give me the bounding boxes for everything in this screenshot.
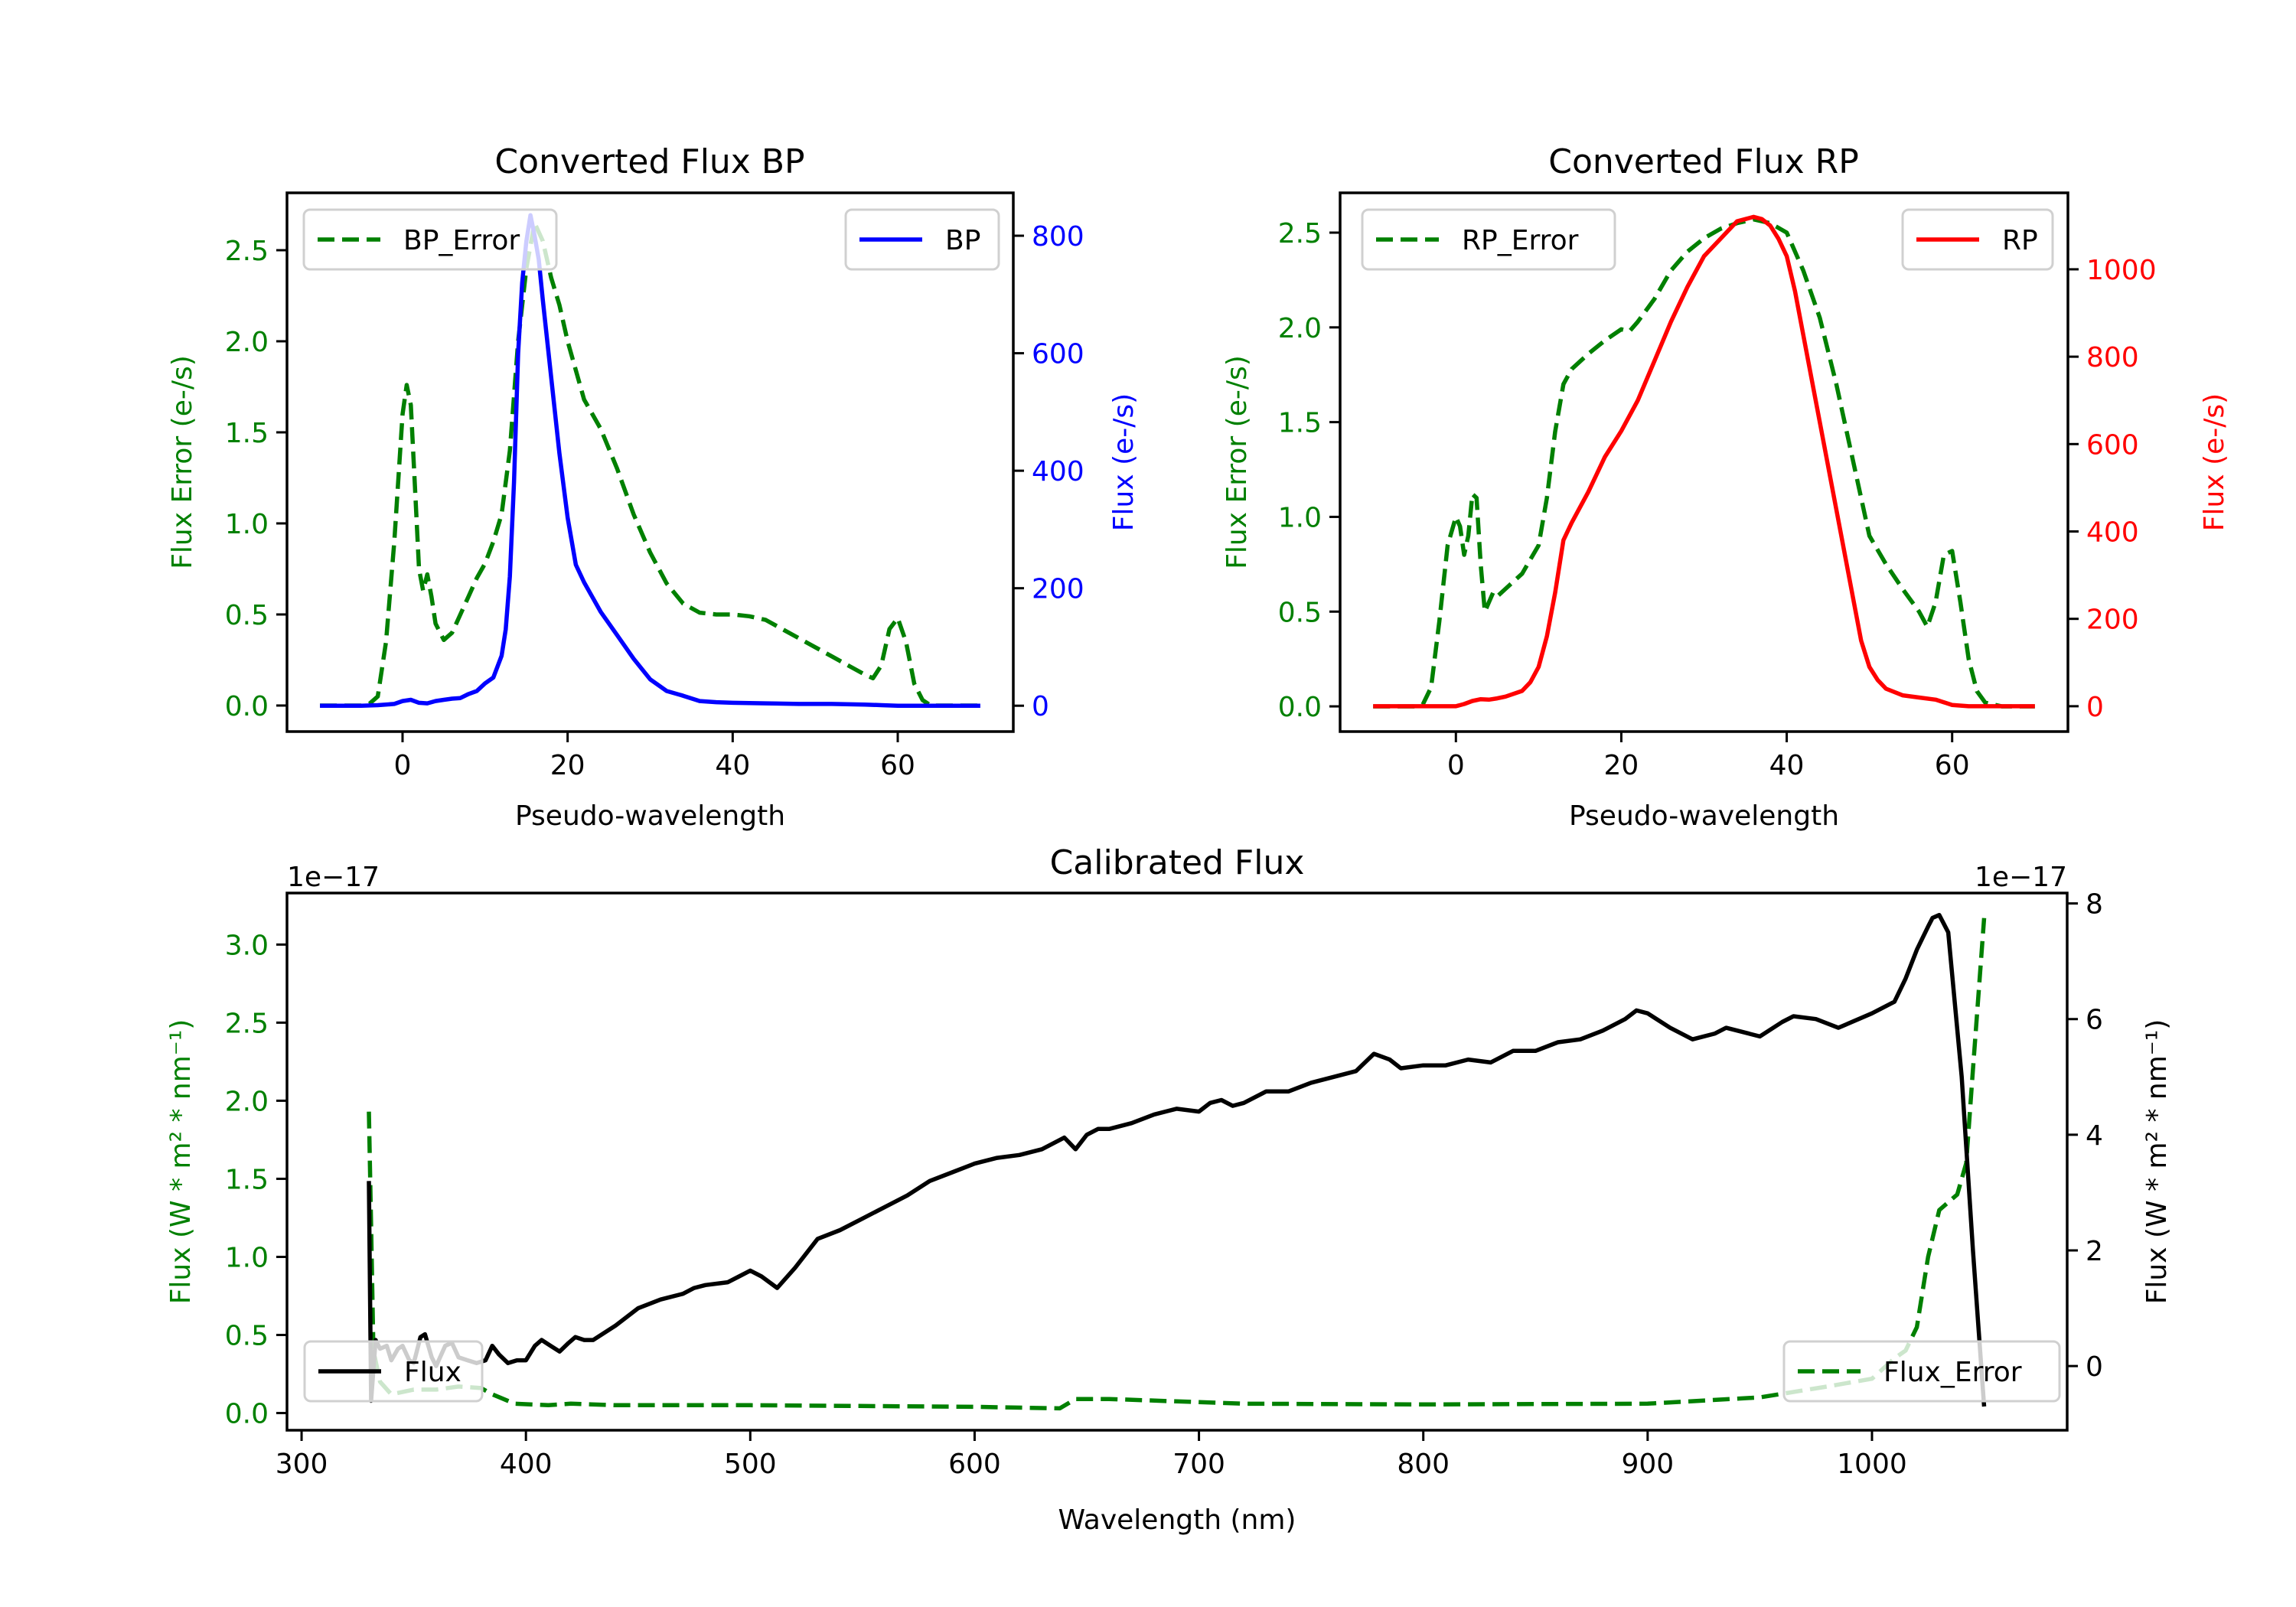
y-right-tick-label: 200 xyxy=(1032,574,1084,605)
y-left-tick-label: 2.5 xyxy=(225,236,269,267)
x-tick-label: 400 xyxy=(500,1449,553,1480)
y-left-tick-label: 1.5 xyxy=(1278,408,1322,439)
x-tick-label: 900 xyxy=(1621,1449,1674,1480)
legend-box xyxy=(303,1340,484,1403)
x-tick-label: 40 xyxy=(1769,750,1805,781)
legend-flux: Flux xyxy=(303,1340,484,1403)
y-left-tick-label: 0.0 xyxy=(225,691,269,722)
y-right-tick-label: 0 xyxy=(2086,1351,2103,1383)
y-right-tick-label: 600 xyxy=(2086,429,2139,461)
legend-label: Flux xyxy=(404,1357,461,1388)
y-right-axis-label: Flux (W * m² * nm⁻¹) xyxy=(2141,1019,2173,1305)
y-left-tick-label: 2.0 xyxy=(225,1086,269,1117)
y-left-axis-label: Flux (W * m² * nm⁻¹) xyxy=(165,1019,197,1305)
y-left-tick-label: 2.0 xyxy=(225,327,269,358)
y-left-tick-label: 3.0 xyxy=(225,930,269,961)
y-right-tick-label: 0 xyxy=(2086,692,2104,723)
y-left-tick-label: 0.0 xyxy=(1278,692,1322,723)
y-right-tick-label: 800 xyxy=(2086,342,2139,373)
series-line-rp-error xyxy=(1373,217,2035,709)
y-right-tick-label: 8 xyxy=(2086,889,2103,921)
x-axis-label: Pseudo-wavelength xyxy=(515,800,785,832)
y-left-tick-label: 1.0 xyxy=(1278,502,1322,533)
x-tick-label: 20 xyxy=(1604,750,1639,781)
x-tick-label: 700 xyxy=(1172,1449,1225,1480)
y-right-tick-label: 4 xyxy=(2086,1120,2103,1152)
y-left-tick-label: 1.5 xyxy=(225,1164,269,1195)
y-right-axis-label: Flux (e-/s) xyxy=(2199,393,2230,531)
legend-bp: BP xyxy=(844,208,1000,271)
chart-title: Calibrated Flux xyxy=(1050,843,1305,882)
axes-frame xyxy=(285,191,1015,733)
x-tick-label: 60 xyxy=(1935,750,1970,781)
axes-frame xyxy=(1339,191,2069,733)
y-left-tick-label: 0.5 xyxy=(225,600,269,631)
panel-converted-flux-rp: Converted Flux RP 0 20 40 60 0.0 0.5 1.0 1.5 2.0… xyxy=(1221,142,2230,832)
offset-label-right: 1e−17 xyxy=(1975,862,2067,893)
series-group xyxy=(1373,214,2035,709)
y-left-axis-label: Flux Error (e-/s) xyxy=(167,355,198,569)
series-line-rp xyxy=(1373,214,2035,709)
x-tick-label: 600 xyxy=(948,1449,1001,1480)
y-left-tick-label: 0.0 xyxy=(225,1399,269,1430)
series-line-bp-error xyxy=(320,220,980,708)
legend-label: BP_Error xyxy=(403,225,520,256)
y-left-axis-label: Flux Error (e-/s) xyxy=(1221,355,1253,569)
axes-frame xyxy=(285,892,2069,1432)
y-right-tick-label: 200 xyxy=(2086,605,2139,636)
x-tick-label: 0 xyxy=(394,750,412,781)
chart-title: Converted Flux BP xyxy=(494,142,804,181)
offset-label-left: 1e−17 xyxy=(287,862,380,893)
y-right-tick-label: 400 xyxy=(2086,517,2139,548)
legend-box xyxy=(1361,208,1616,271)
y-left-tick-label: 2.0 xyxy=(1278,313,1322,344)
x-tick-label: 0 xyxy=(1447,750,1465,781)
y-right-tick-label: 800 xyxy=(1032,221,1084,253)
legend-label: BP xyxy=(945,225,980,256)
y-left-tick-label: 0.5 xyxy=(1278,597,1322,628)
y-left-tick-label: 1.0 xyxy=(225,509,269,540)
legend-label: RP_Error xyxy=(1462,225,1579,256)
plot-area: 300 400 500 600 700 800 900 1000 0.0 0.5 1.0 1.5 2.0… xyxy=(165,889,2173,1536)
y-right-tick-label: 0 xyxy=(1032,691,1049,722)
panel-calibrated-flux: Calibrated Flux 1e−17 1e−17 300 400 500 600… xyxy=(165,843,2173,1536)
panel-converted-flux-bp: Converted Flux BP 0 20 40 60 0.0 0.5 1.0 1.5 2.0… xyxy=(167,142,1140,832)
y-right-tick-label: 400 xyxy=(1032,456,1084,487)
x-tick-label: 60 xyxy=(880,750,915,781)
y-right-tick-label: 1000 xyxy=(2086,255,2157,286)
plot-area: 0 20 40 60 0.0 0.5 1.0 1.5 2.0 2.5 0 200 400 600 800 10… xyxy=(1221,191,2230,832)
y-left-tick-label: 2.5 xyxy=(225,1008,269,1039)
y-right-tick-label: 2 xyxy=(2086,1236,2103,1267)
x-tick-label: 20 xyxy=(550,750,585,781)
y-left-tick-label: 1.5 xyxy=(225,418,269,449)
x-tick-label: 40 xyxy=(715,750,750,781)
x-axis-label: Wavelength (nm) xyxy=(1058,1504,1296,1536)
x-tick-label: 500 xyxy=(724,1449,777,1480)
y-right-tick-label: 6 xyxy=(2086,1005,2103,1036)
x-tick-label: 1000 xyxy=(1837,1449,1907,1480)
y-left-tick-label: 0.5 xyxy=(225,1321,269,1352)
plot-area: 0 20 40 60 0.0 0.5 1.0 1.5 2.0 2.5 0 200 400 600 800 Ps… xyxy=(167,191,1140,832)
x-axis-label: Pseudo-wavelength xyxy=(1569,800,1839,832)
legend-box xyxy=(1782,1340,2061,1403)
legend-rp-error: RP_Error xyxy=(1361,208,1616,271)
legend-bp-error: BP_Error xyxy=(302,208,558,271)
x-tick-label: 800 xyxy=(1397,1449,1450,1480)
legend-label: Flux_Error xyxy=(1883,1357,2022,1388)
legend-label: RP xyxy=(2002,225,2038,256)
x-tick-label: 300 xyxy=(276,1449,328,1480)
y-right-axis-label: Flux (e-/s) xyxy=(1108,393,1140,531)
legend-rp: RP xyxy=(1901,208,2054,271)
chart-title: Converted Flux RP xyxy=(1548,142,1859,181)
legend-flux-error: Flux_Error xyxy=(1782,1340,2061,1403)
y-left-tick-label: 1.0 xyxy=(225,1242,269,1273)
legend-box xyxy=(302,208,558,271)
y-left-tick-label: 2.5 xyxy=(1278,218,1322,249)
y-right-tick-label: 600 xyxy=(1032,339,1084,370)
